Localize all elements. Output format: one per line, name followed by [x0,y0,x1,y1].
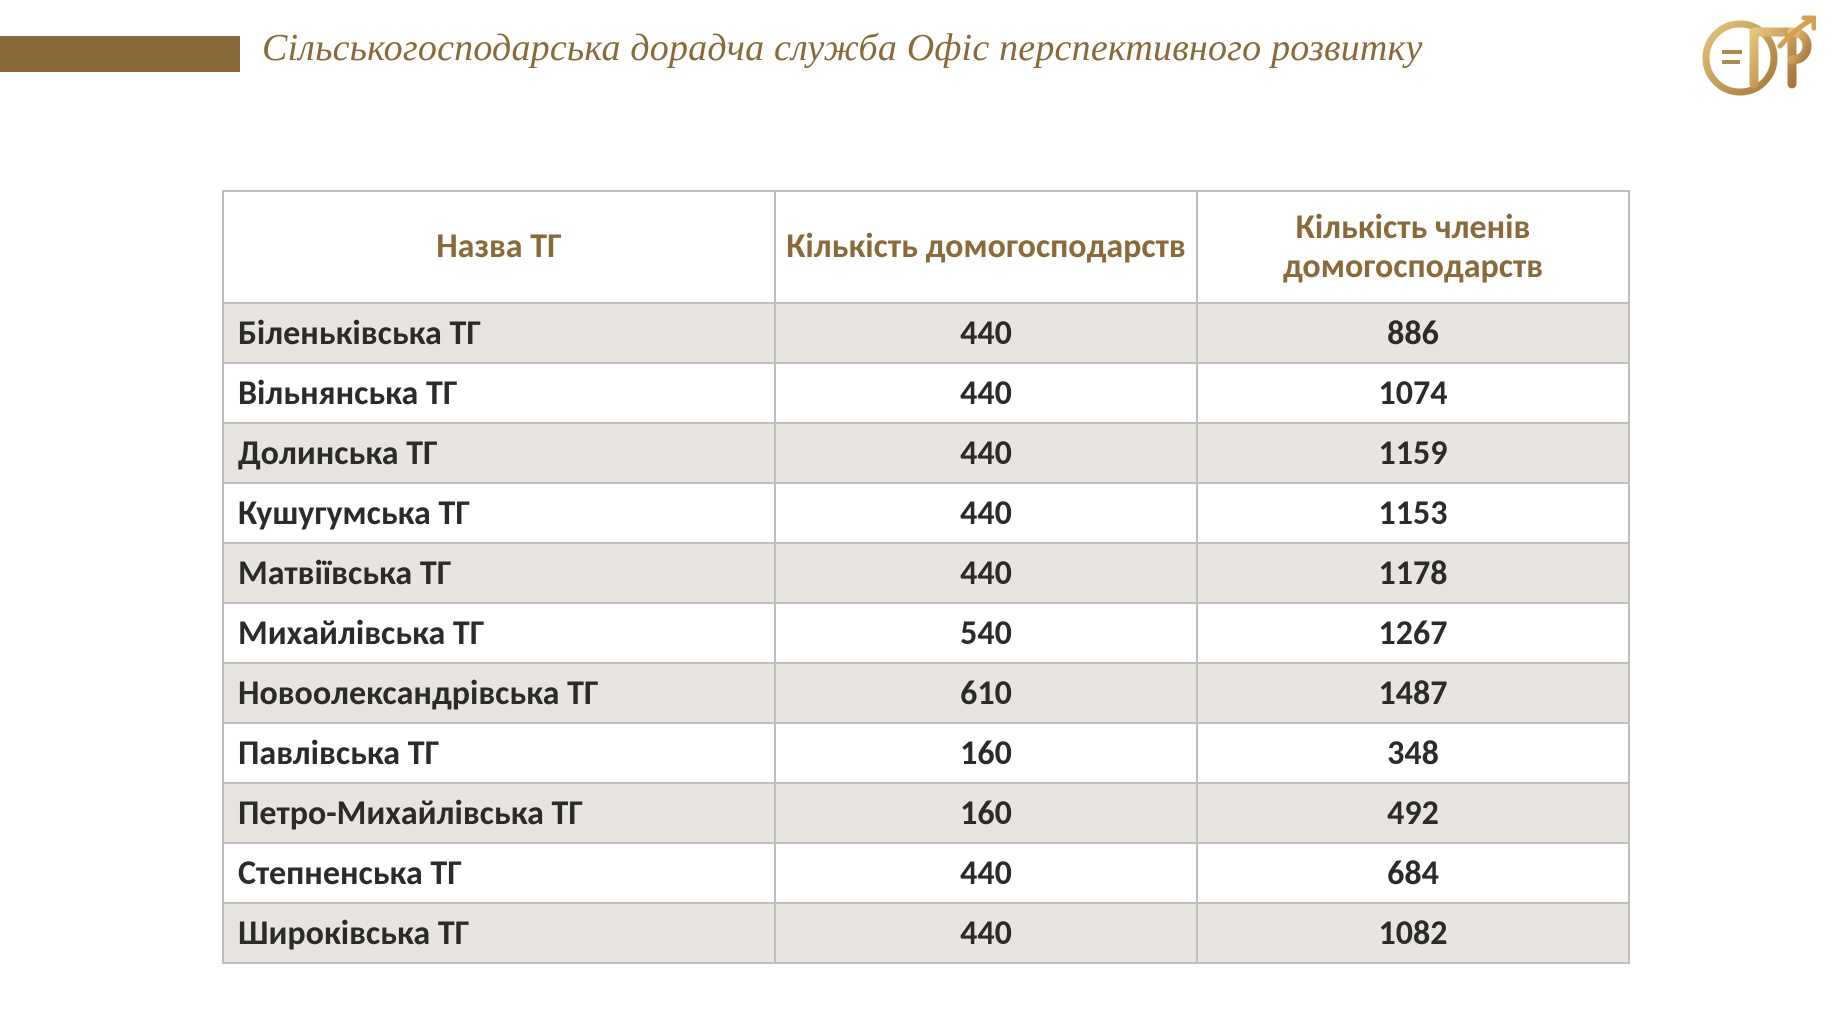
cell-households: 440 [775,363,1197,423]
cell-members: 348 [1197,723,1629,783]
cell-name: Матвіївська ТГ [223,543,775,603]
cell-name: Долинська ТГ [223,423,775,483]
col-header-members: Кількість членів домогосподарств [1197,191,1629,303]
data-table-container: Назва ТГ Кількість домогосподарств Кільк… [222,190,1620,964]
table-row: Біленьківська ТГ 440 886 [223,303,1629,363]
cell-households: 440 [775,303,1197,363]
cell-members: 1082 [1197,903,1629,963]
cell-name: Вільнянська ТГ [223,363,775,423]
cell-name: Степненська ТГ [223,843,775,903]
col-header-name: Назва ТГ [223,191,775,303]
cell-households: 440 [775,423,1197,483]
cell-households: 540 [775,603,1197,663]
table-row: Петро-Михайлівська ТГ 160 492 [223,783,1629,843]
cell-members: 492 [1197,783,1629,843]
cell-members: 1487 [1197,663,1629,723]
cell-households: 160 [775,723,1197,783]
table-header-row: Назва ТГ Кількість домогосподарств Кільк… [223,191,1629,303]
table-row: Широківська ТГ 440 1082 [223,903,1629,963]
table-row: Вільнянська ТГ 440 1074 [223,363,1629,423]
table-row: Долинська ТГ 440 1159 [223,423,1629,483]
table-row: Матвіївська ТГ 440 1178 [223,543,1629,603]
cell-members: 1153 [1197,483,1629,543]
header-accent-bar [0,36,240,72]
page-title: Сільськогосподарська дорадча служба Офіс… [262,26,1423,70]
cell-name: Михайлівська ТГ [223,603,775,663]
brand-logo [1696,10,1816,100]
cell-members: 684 [1197,843,1629,903]
table-body: Біленьківська ТГ 440 886 Вільнянська ТГ … [223,303,1629,963]
cell-households: 440 [775,483,1197,543]
cell-households: 440 [775,843,1197,903]
cell-households: 160 [775,783,1197,843]
cell-members: 1267 [1197,603,1629,663]
cell-name: Новоолександрівська ТГ [223,663,775,723]
cell-name: Павлівська ТГ [223,723,775,783]
cell-name: Петро-Михайлівська ТГ [223,783,775,843]
cell-name: Широківська ТГ [223,903,775,963]
table-row: Павлівська ТГ 160 348 [223,723,1629,783]
cell-name: Кушугумська ТГ [223,483,775,543]
tg-table: Назва ТГ Кількість домогосподарств Кільк… [222,190,1630,964]
col-header-members-label: Кількість членів домогосподарств [1198,192,1628,302]
table-row: Новоолександрівська ТГ 610 1487 [223,663,1629,723]
col-header-name-label: Назва ТГ [224,192,774,302]
cell-households: 610 [775,663,1197,723]
cell-members: 886 [1197,303,1629,363]
col-header-households: Кількість домогосподарств [775,191,1197,303]
table-row: Кушугумська ТГ 440 1153 [223,483,1629,543]
cell-households: 440 [775,543,1197,603]
cell-members: 1159 [1197,423,1629,483]
col-header-households-label: Кількість домогосподарств [776,192,1196,302]
cell-members: 1178 [1197,543,1629,603]
cell-members: 1074 [1197,363,1629,423]
table-row: Михайлівська ТГ 540 1267 [223,603,1629,663]
cell-name: Біленьківська ТГ [223,303,775,363]
table-row: Степненська ТГ 440 684 [223,843,1629,903]
cell-households: 440 [775,903,1197,963]
